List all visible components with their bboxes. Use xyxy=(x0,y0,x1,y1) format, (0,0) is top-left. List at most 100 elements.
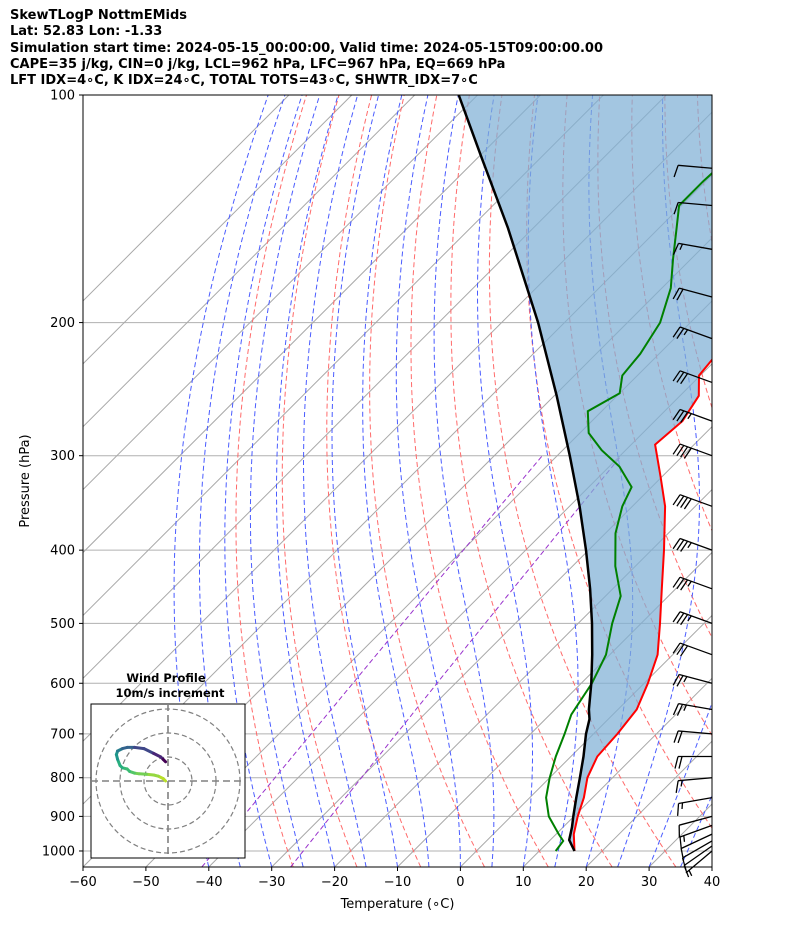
moist-adiabat-line xyxy=(433,95,495,867)
x-tick-label: 10 xyxy=(515,875,532,890)
wind-barb xyxy=(672,673,713,687)
hodograph-title: Wind Profile xyxy=(126,671,206,685)
location-line: Lat: 52.83 Lon: -1.33 xyxy=(10,24,163,40)
y-tick-label: 500 xyxy=(50,617,75,632)
moist-adiabat-line xyxy=(331,95,398,867)
moist-adiabat-line xyxy=(362,95,430,867)
wind-barb xyxy=(672,703,713,716)
dewpoint-line xyxy=(545,171,712,852)
dry-adiabat-line xyxy=(369,95,485,867)
wind-barb-flag xyxy=(676,704,684,716)
profile-lines xyxy=(457,95,712,852)
moist-adiabat-line xyxy=(477,95,533,867)
wind-barb-half-flag xyxy=(683,835,686,842)
wind-barb-flag xyxy=(676,803,680,816)
wind-barb xyxy=(673,201,713,215)
moist-adiabat-line xyxy=(199,95,286,867)
wind-barb-flag xyxy=(676,612,685,624)
moist-adiabat-line xyxy=(303,95,367,867)
x-tick-label: −50 xyxy=(132,875,159,890)
wind-barb xyxy=(672,537,713,552)
y-axis-label: Pressure (hPa) xyxy=(18,434,33,527)
cape-cin-shading xyxy=(458,95,712,851)
indices-line-1: CAPE=35 j/kg, CIN=0 j/kg, LCL=962 hPa, L… xyxy=(10,56,506,72)
wind-barb xyxy=(673,730,713,744)
wind-barb-staff xyxy=(679,576,713,590)
x-tick-label: −30 xyxy=(258,875,285,890)
indices-line-2: LFT IDX=4∘C, K IDX=24∘C, TOTAL TOTS=43∘C… xyxy=(10,73,478,89)
wind-barb-flag xyxy=(672,611,681,623)
y-tick-label: 700 xyxy=(50,727,75,742)
wind-barb-staff xyxy=(678,730,713,735)
wind-barb-staff xyxy=(678,796,713,805)
moist-adiabat-line xyxy=(173,95,269,867)
moist-adiabat-line xyxy=(276,95,339,867)
dry-adiabat-line xyxy=(488,95,677,867)
hodograph-segment xyxy=(161,757,168,764)
isotherm-line xyxy=(83,95,478,491)
wind-barb-flag xyxy=(674,756,679,769)
wind-barb-flag xyxy=(672,243,680,255)
wind-barb xyxy=(672,443,713,459)
y-tick-label: 100 xyxy=(50,89,75,104)
y-tick-label: 800 xyxy=(50,771,75,786)
wind-barb-flag xyxy=(672,674,680,686)
dry-adiabat-line xyxy=(763,95,794,867)
wind-barb-staff xyxy=(678,164,713,169)
y-tick-label: 1000 xyxy=(42,844,75,859)
wind-barb-flag xyxy=(672,443,681,455)
wind-barb xyxy=(678,815,713,838)
wind-barb-flag xyxy=(676,675,684,687)
wind-barb-flag xyxy=(683,498,692,510)
wind-barb-half-flag xyxy=(687,580,692,587)
wind-barb xyxy=(679,824,713,850)
isotherm-line xyxy=(145,300,712,867)
isotherm-line xyxy=(83,95,353,365)
wind-barb-staff xyxy=(679,443,713,457)
mixing-ratio-line xyxy=(201,455,543,867)
wind-barb-staff xyxy=(679,642,713,656)
wind-barb-flag xyxy=(680,848,685,861)
moist-adiabat-line xyxy=(711,865,712,867)
y-tick-label: 400 xyxy=(50,544,75,559)
wind-barb-flag xyxy=(677,731,683,744)
wind-barb-staff xyxy=(679,370,713,384)
wind-barbs xyxy=(672,164,713,878)
wind-barb-staff xyxy=(683,845,713,867)
x-tick-label: 40 xyxy=(704,875,721,890)
hodograph-inset: Wind Profile 10m/s increment xyxy=(90,671,246,859)
wind-barb xyxy=(680,833,713,861)
wind-barb-flag xyxy=(680,614,689,626)
wind-barb xyxy=(672,494,713,510)
wind-barb-flag xyxy=(672,642,681,654)
chart-header: SkewTLogP NottmEMids Lat: 52.83 Lon: -1.… xyxy=(10,8,603,89)
wind-barb-flag xyxy=(680,540,689,552)
wind-barb-flag xyxy=(672,370,681,382)
wind-barb-staff xyxy=(678,287,713,298)
wind-barb-flag xyxy=(680,497,689,509)
cape-shading xyxy=(458,95,712,851)
temperature-line xyxy=(572,358,712,852)
wind-barb xyxy=(672,287,713,301)
wind-barb-flag xyxy=(680,446,689,458)
wind-barb-flag xyxy=(676,578,685,590)
wind-barb xyxy=(674,755,712,769)
wind-barb-half-flag xyxy=(683,704,687,711)
wind-barb-flag xyxy=(673,730,679,743)
wind-barb-flag xyxy=(678,756,683,769)
dry-adiabat-line xyxy=(526,95,712,829)
x-axis-label: Temperature (∘C) xyxy=(340,897,455,912)
wind-barb-flag xyxy=(676,327,685,339)
wind-barb xyxy=(672,408,713,423)
wind-barb-staff xyxy=(679,537,713,551)
hodograph-subtitle: 10m/s increment xyxy=(116,686,225,700)
isotherm-line xyxy=(83,95,541,554)
wind-barb-flag xyxy=(680,411,689,423)
moist-adiabat-line xyxy=(648,701,712,867)
wind-barb-staff xyxy=(678,673,713,684)
parcel-path-line xyxy=(457,95,594,852)
wind-barb-flag xyxy=(683,447,692,459)
wind-barb-staff xyxy=(680,833,713,850)
wind-barb-half-flag xyxy=(687,542,692,549)
wind-barb-half-flag xyxy=(687,615,692,622)
